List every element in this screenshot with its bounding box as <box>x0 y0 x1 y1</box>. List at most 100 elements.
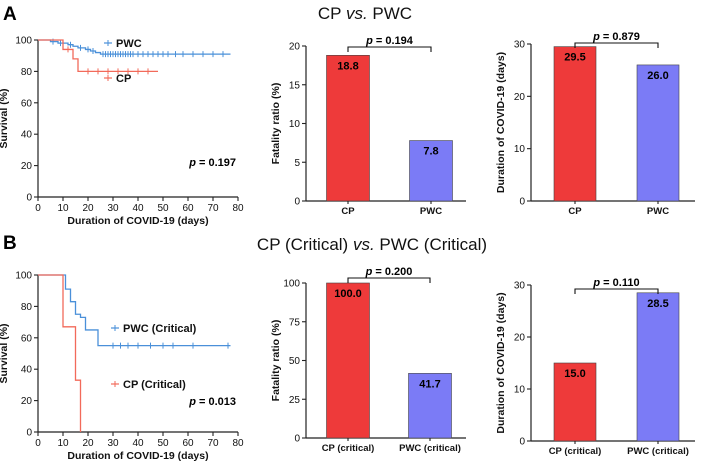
A-fatality-category-label: PWC <box>420 206 442 217</box>
panel-letter-a: A <box>3 4 17 25</box>
panel-letter-b: B <box>3 233 17 254</box>
B-fatality-ytick-label: 75 <box>289 317 301 328</box>
B-survival-p-value: p = 0.013 <box>188 396 236 408</box>
A-fatality-p-value-eq: = <box>373 35 386 47</box>
B-duration-bar-value-label: 28.5 <box>647 298 668 310</box>
B-survival-xtick-label: 0 <box>35 438 41 449</box>
B-duration-ytick-label: 0 <box>519 437 525 448</box>
A-fatality-p-value-p: p <box>365 35 373 47</box>
A-survival-cp-legend-label: CP <box>116 73 131 85</box>
B-duration-p-value-eq: = <box>600 277 613 289</box>
A-duration-bar-cp <box>553 46 597 202</box>
B-fatality-p-value-p: p <box>365 266 373 278</box>
B-duration-bar-pwc <box>636 292 680 442</box>
B-fatality-category-label: CP (critical) <box>322 443 375 454</box>
A-survival-ytick-label: 20 <box>21 161 33 172</box>
A-survival-y-axis-label: Survival (%) <box>0 88 10 148</box>
A-duration-ytick-label: 10 <box>514 144 526 155</box>
A-fatality-p-value: p = 0.194 <box>365 35 414 47</box>
A-survival-xtick-label: 20 <box>82 203 94 214</box>
B-survival-xtick-label: 60 <box>182 438 194 449</box>
B-survival-pwc-critical-survival-line <box>38 274 231 347</box>
B-survival-ytick-label: 60 <box>21 333 33 344</box>
A-survival-x-axis-label: Duration of COVID-19 (days) <box>67 215 208 227</box>
A-survival-pwc-legend-label: PWC <box>116 38 142 50</box>
B-fatality-bar-value-label: 41.7 <box>419 378 440 390</box>
B-duration-y-axis-label: Duration of COVID-19 (days) <box>495 292 507 433</box>
A-fatality-plot: 0 5 10 15 20 Fatality ratio (%) 18.8 CP 7.8 PWC p … <box>270 35 466 217</box>
A-fatality-bar-cp <box>326 54 370 202</box>
B-duration-plot: 0 10 20 30 Duration of COVID-19 (days) 15.0 CP… <box>495 277 695 457</box>
A-duration-bar-value-label: 29.5 <box>564 52 585 64</box>
B-survival-xtick-label: 80 <box>232 438 244 449</box>
A-fatality-p-value-num: 0.194 <box>385 35 413 47</box>
B-survival-ytick-label: 100 <box>15 271 32 282</box>
B-survival-p-value-num: 0.013 <box>208 396 236 408</box>
A-duration-ytick-label: 30 <box>514 40 526 51</box>
B-survival-plot: 0 20 40 60 80 100 0 10 20 30 40 50 60 70 80 Duration of… <box>0 271 244 463</box>
A-survival-xtick-label: 10 <box>57 203 69 214</box>
A-survival-xtick-label: 80 <box>232 203 244 214</box>
A-duration-ytick-label: 0 <box>519 197 525 208</box>
B-survival-x-axis-label: Duration of COVID-19 (days) <box>67 450 208 462</box>
panel-a-title-vs: vs. <box>346 4 368 23</box>
B-fatality-y-axis-label: Fatality ratio (%) <box>270 320 282 402</box>
A-fatality-bar-value-label: 7.8 <box>423 146 438 158</box>
B-survival-xtick-label: 50 <box>157 438 169 449</box>
A-duration-p-value-p: p <box>592 31 600 43</box>
A-fatality-bar-value-label: 18.8 <box>337 60 358 72</box>
B-fatality-bar-value-label: 100.0 <box>334 288 362 300</box>
B-survival-xtick-label: 30 <box>107 438 119 449</box>
B-survival-ytick-label: 20 <box>21 396 33 407</box>
B-fatality-ytick-label: 50 <box>289 356 301 367</box>
B-duration-ytick-label: 10 <box>514 385 526 396</box>
A-survival-xtick-label: 70 <box>207 203 219 214</box>
B-fatality-p-value-num: 0.200 <box>385 266 413 278</box>
B-survival-pwc-critical-legend-label: PWC (Critical) <box>123 323 197 335</box>
B-fatality-p-value-eq: = <box>372 266 385 278</box>
A-survival-xtick-label: 40 <box>132 203 144 214</box>
A-survival-p-value: p = 0.197 <box>188 157 236 169</box>
B-fatality-ytick-label: 0 <box>294 434 300 445</box>
panel-b-title-vs: vs. <box>353 235 375 254</box>
A-survival-cp-survival-line <box>38 39 158 73</box>
A-survival-ytick-label: 60 <box>21 98 33 109</box>
B-fatality-category-label: PWC (critical) <box>399 443 461 454</box>
B-duration-p-value-p: p <box>592 277 600 289</box>
A-duration-p-value: p = 0.879 <box>592 31 640 43</box>
B-survival-xtick-label: 10 <box>57 438 69 449</box>
B-duration-ytick-label: 20 <box>514 333 526 344</box>
A-duration-y-axis-label: Duration of COVID-19 (days) <box>495 52 507 193</box>
A-duration-ytick-label: 20 <box>514 92 526 103</box>
B-fatality-bar-cp <box>326 282 370 439</box>
B-duration-category-label: CP (critical) <box>549 446 602 457</box>
B-survival-p-value-p: p <box>188 396 196 408</box>
B-duration-bar-value-label: 15.0 <box>564 368 585 380</box>
A-survival-pwc-survival-line <box>38 39 231 55</box>
A-fatality-ytick-label: 5 <box>294 158 300 169</box>
A-survival-ytick-label: 100 <box>15 36 32 47</box>
A-duration-significance-bracket <box>574 42 659 48</box>
A-fatality-y-axis-label: Fatality ratio (%) <box>270 83 282 165</box>
B-survival-p-value-eq: = <box>196 396 209 408</box>
B-survival-cp-critical-survival-line <box>38 274 82 432</box>
A-survival-p-value-num: 0.197 <box>208 157 236 169</box>
A-fatality-significance-bracket <box>347 46 432 52</box>
B-duration-ytick-label: 30 <box>514 281 526 292</box>
A-survival-xtick-label: 50 <box>157 203 169 214</box>
A-fatality-bar-pwc <box>409 140 453 202</box>
A-survival-ytick-label: 40 <box>21 130 33 141</box>
B-duration-p-value-num: 0.110 <box>613 277 640 289</box>
B-duration-p-value: p = 0.110 <box>592 277 639 289</box>
B-duration-bar-cp <box>553 362 597 442</box>
A-fatality-ytick-label: 10 <box>289 119 301 130</box>
A-duration-p-value-num: 0.879 <box>612 31 640 43</box>
panel-a-title: CP vs. PWC <box>318 4 412 23</box>
panel-b-title-left: CP (Critical) <box>257 235 353 254</box>
panel-a-title-left: CP <box>318 4 346 23</box>
A-fatality-ytick-label: 15 <box>289 80 301 91</box>
A-survival-xtick-label: 0 <box>35 203 41 214</box>
A-survival-p-value-p: p <box>188 157 196 169</box>
B-survival-xtick-label: 40 <box>132 438 144 449</box>
